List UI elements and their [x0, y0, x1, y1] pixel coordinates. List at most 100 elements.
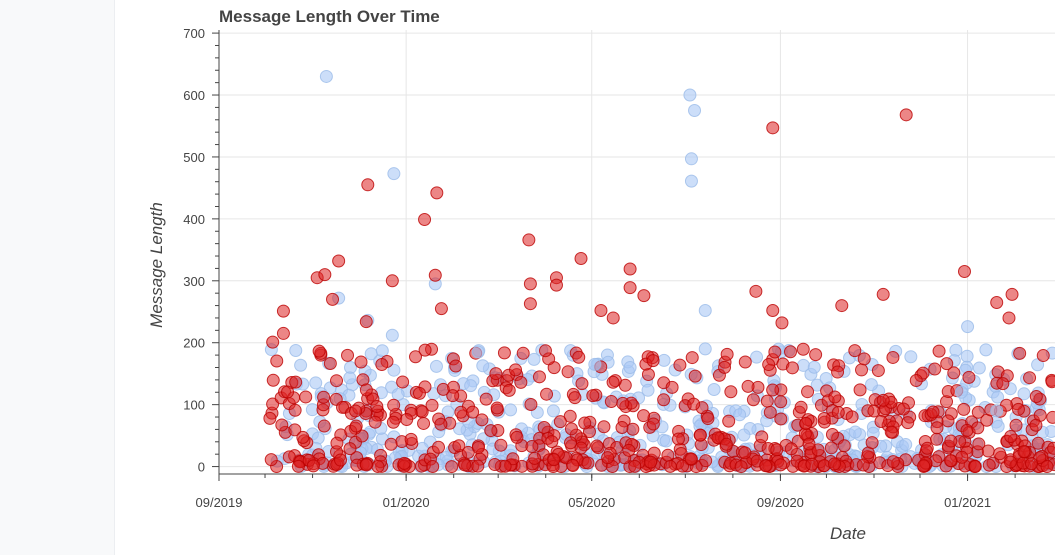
data-points [263, 69, 1055, 474]
data-point [564, 422, 578, 436]
data-point [899, 438, 913, 452]
data-point [1031, 358, 1045, 372]
data-point [281, 385, 295, 399]
data-point [426, 459, 440, 473]
data-point [766, 304, 780, 318]
data-point [264, 453, 278, 467]
data-point [523, 297, 537, 311]
data-point [855, 363, 869, 377]
data-point [538, 344, 552, 358]
data-point [434, 302, 448, 316]
y-tick-label: 100 [183, 398, 205, 413]
data-point [385, 274, 399, 288]
data-point [960, 349, 974, 363]
data-point [504, 403, 518, 417]
data-point [276, 326, 290, 340]
data-point [641, 383, 655, 397]
y-tick-label: 700 [183, 26, 205, 41]
data-point [784, 442, 798, 456]
data-point [568, 391, 582, 405]
data-point [719, 437, 733, 451]
data-point [876, 287, 890, 301]
data-point [811, 443, 825, 457]
data-point [944, 434, 958, 448]
y-axis-label: Message Length [147, 202, 166, 328]
data-point [886, 350, 900, 364]
data-point [425, 398, 439, 412]
data-point [774, 412, 788, 426]
data-point [954, 385, 968, 399]
data-point [848, 344, 862, 358]
data-point [418, 343, 432, 357]
data-point [755, 430, 769, 444]
data-point [1005, 287, 1019, 301]
data-point [428, 268, 442, 282]
data-point [657, 353, 671, 367]
data-point [540, 387, 554, 401]
data-point [688, 369, 702, 383]
data-point [774, 395, 788, 409]
data-point [993, 447, 1007, 461]
y-tick-label: 500 [183, 150, 205, 165]
data-point [990, 404, 1004, 418]
data-point [1003, 455, 1017, 469]
data-point [1040, 460, 1054, 474]
data-point [1002, 311, 1016, 325]
data-point [1045, 375, 1055, 389]
data-point [270, 354, 284, 368]
data-point [774, 458, 788, 472]
data-point [572, 350, 586, 364]
x-axis-label: Date [830, 524, 866, 543]
data-point [864, 378, 878, 392]
data-point [896, 402, 910, 416]
data-point [452, 439, 466, 453]
data-point [509, 363, 523, 377]
data-point [626, 422, 640, 436]
data-point [490, 401, 504, 415]
data-point [430, 186, 444, 200]
data-point [449, 359, 463, 373]
data-point [971, 405, 985, 419]
data-point [707, 382, 721, 396]
data-point [532, 370, 546, 384]
data-point [961, 320, 975, 334]
data-point [785, 361, 799, 375]
chart-title: Message Length Over Time [219, 7, 440, 26]
axes: 0 100 200 300 400 500 600 700 09/2019 01/2020 05/2… [183, 26, 1055, 510]
data-point [528, 451, 542, 465]
data-point [972, 437, 986, 451]
data-point [289, 375, 303, 389]
data-point [453, 422, 467, 436]
data-point [359, 458, 373, 472]
data-point [865, 436, 879, 450]
data-point [856, 458, 870, 472]
data-point [454, 405, 468, 419]
data-point [807, 360, 821, 374]
data-point [606, 311, 620, 325]
data-point [368, 415, 382, 429]
data-point [404, 432, 418, 446]
data-point [699, 454, 713, 468]
data-point [475, 413, 489, 427]
data-point [659, 434, 673, 448]
data-point [527, 352, 541, 366]
sidebar-panel [0, 0, 115, 555]
data-point [537, 420, 551, 434]
data-point [386, 415, 400, 429]
data-point [466, 405, 480, 419]
data-point [1046, 410, 1055, 424]
data-point [553, 415, 567, 429]
data-point [288, 403, 302, 417]
data-point [920, 441, 934, 455]
data-point [276, 304, 290, 318]
data-point [574, 252, 588, 266]
data-point [831, 405, 845, 419]
data-point [336, 400, 350, 414]
data-point [343, 371, 357, 385]
data-point [622, 443, 636, 457]
data-point [1025, 457, 1039, 471]
data-point [904, 350, 918, 364]
data-point [750, 350, 764, 364]
data-point [502, 383, 516, 397]
data-point [288, 423, 302, 437]
